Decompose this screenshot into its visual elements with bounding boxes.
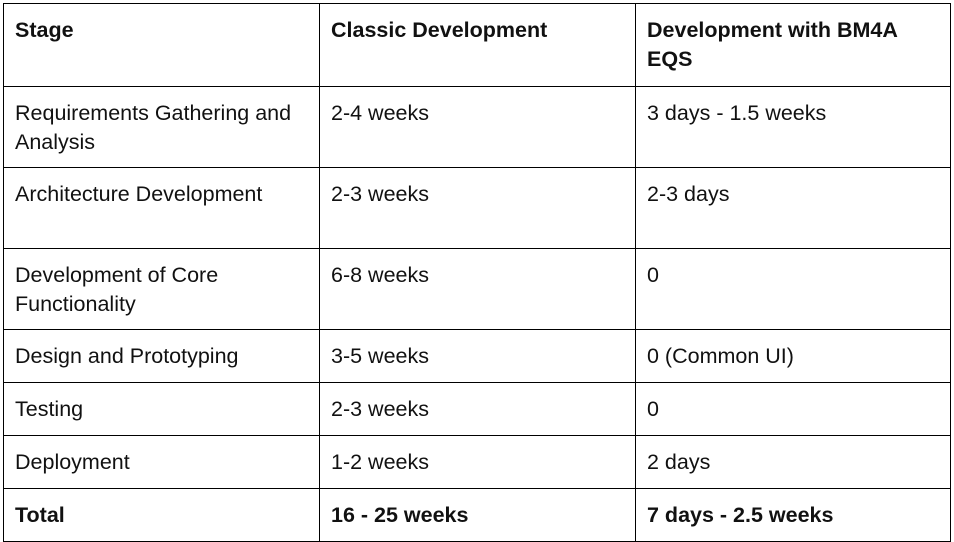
classic-duration-cell: 6-8 weeks xyxy=(319,248,636,330)
table-total-row: Total 16 - 25 weeks 7 days - 2.5 weeks xyxy=(3,488,951,542)
comparison-table-container: Stage Classic Development Development wi… xyxy=(3,3,951,542)
bm4a-duration-cell: 0 xyxy=(635,248,951,330)
bm4a-duration-cell: 3 days - 1.5 weeks xyxy=(635,86,951,168)
development-time-comparison-table: Stage Classic Development Development wi… xyxy=(3,3,951,542)
classic-duration-cell: 2-3 weeks xyxy=(319,167,636,249)
table-row: Requirements Gathering and Analysis 2-4 … xyxy=(3,86,951,168)
total-bm4a-cell: 7 days - 2.5 weeks xyxy=(635,488,951,542)
total-classic-cell: 16 - 25 weeks xyxy=(319,488,636,542)
classic-duration-cell: 2-3 weeks xyxy=(319,382,636,436)
table-row: Design and Prototyping 3-5 weeks 0 (Comm… xyxy=(3,329,951,383)
header-development-with-bm4a-eqs: Development with BM4A EQS xyxy=(635,3,951,87)
bm4a-duration-cell: 2 days xyxy=(635,435,951,489)
bm4a-duration-cell: 2-3 days xyxy=(635,167,951,249)
bm4a-duration-cell: 0 xyxy=(635,382,951,436)
header-stage: Stage xyxy=(3,3,320,87)
table-header-row: Stage Classic Development Development wi… xyxy=(3,3,951,87)
stage-cell: Design and Prototyping xyxy=(3,329,320,383)
table-row: Deployment 1-2 weeks 2 days xyxy=(3,435,951,489)
classic-duration-cell: 1-2 weeks xyxy=(319,435,636,489)
bm4a-duration-cell: 0 (Common UI) xyxy=(635,329,951,383)
stage-cell: Deployment xyxy=(3,435,320,489)
classic-duration-cell: 3-5 weeks xyxy=(319,329,636,383)
classic-duration-cell: 2-4 weeks xyxy=(319,86,636,168)
table-row: Development of Core Functionality 6-8 we… xyxy=(3,248,951,330)
table-row: Testing 2-3 weeks 0 xyxy=(3,382,951,436)
table-row: Architecture Development 2-3 weeks 2-3 d… xyxy=(3,167,951,249)
stage-cell: Development of Core Functionality xyxy=(3,248,320,330)
total-label-cell: Total xyxy=(3,488,320,542)
stage-cell: Architecture Development xyxy=(3,167,320,249)
stage-cell: Testing xyxy=(3,382,320,436)
stage-cell: Requirements Gathering and Analysis xyxy=(3,86,320,168)
header-classic-development: Classic Development xyxy=(319,3,636,87)
